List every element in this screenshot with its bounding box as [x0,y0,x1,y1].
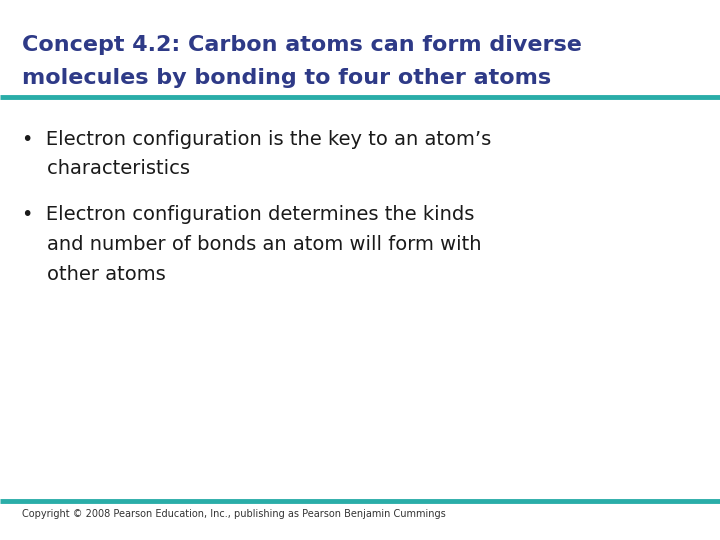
Text: •  Electron configuration is the key to an atom’s: • Electron configuration is the key to a… [22,130,491,148]
Text: characteristics: characteristics [22,159,189,178]
Text: molecules by bonding to four other atoms: molecules by bonding to four other atoms [22,68,551,87]
Text: Copyright © 2008 Pearson Education, Inc., publishing as Pearson Benjamin Cumming: Copyright © 2008 Pearson Education, Inc.… [22,509,446,519]
Text: •  Electron configuration determines the kinds: • Electron configuration determines the … [22,205,474,224]
Text: and number of bonds an atom will form with: and number of bonds an atom will form wi… [22,235,481,254]
Text: Concept 4.2: Carbon atoms can form diverse: Concept 4.2: Carbon atoms can form diver… [22,35,582,55]
Text: other atoms: other atoms [22,265,166,284]
